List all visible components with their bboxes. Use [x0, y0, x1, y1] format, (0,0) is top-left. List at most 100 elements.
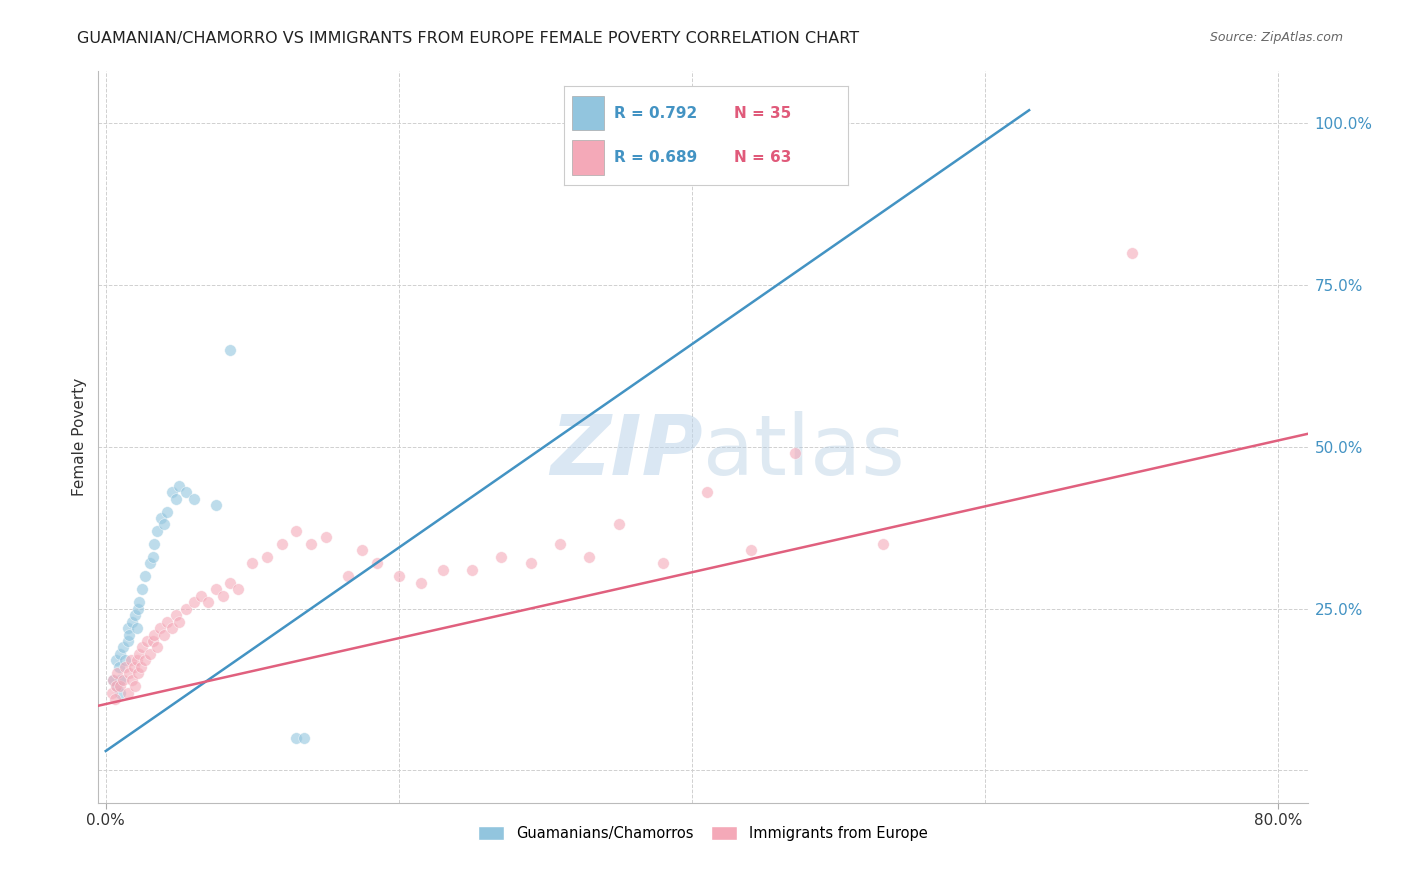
Point: [219, 575, 242, 590]
Point: [607, 517, 630, 532]
Point: [212, 589, 235, 603]
Point: [129, 660, 152, 674]
Point: [315, 530, 337, 544]
Point: [138, 557, 160, 571]
Point: [135, 634, 157, 648]
Point: [270, 537, 292, 551]
Point: [107, 666, 129, 681]
Point: [128, 595, 150, 609]
Point: [299, 537, 322, 551]
Point: [124, 679, 146, 693]
Point: [240, 557, 263, 571]
Point: [156, 615, 179, 629]
Point: [160, 621, 183, 635]
Point: [121, 673, 143, 687]
Point: [336, 569, 359, 583]
Point: [219, 343, 242, 357]
Point: [134, 569, 156, 583]
Point: [125, 621, 148, 635]
Point: [105, 653, 128, 667]
Point: [352, 543, 374, 558]
Point: [366, 557, 388, 571]
Point: [153, 627, 176, 641]
Text: atlas: atlas: [703, 411, 904, 492]
Point: [165, 491, 187, 506]
Point: [204, 498, 226, 512]
Point: [153, 517, 176, 532]
Point: [107, 679, 129, 693]
Point: [100, 686, 122, 700]
Point: [146, 640, 169, 655]
Point: [226, 582, 249, 597]
Point: [117, 686, 139, 700]
Point: [118, 666, 141, 681]
Point: [112, 673, 135, 687]
Point: [167, 478, 190, 492]
Point: [112, 640, 135, 655]
Point: [256, 549, 278, 564]
Point: [520, 557, 543, 571]
Point: [150, 511, 173, 525]
Legend: Guamanians/Chamorros, Immigrants from Europe: Guamanians/Chamorros, Immigrants from Eu…: [472, 820, 934, 847]
Point: [114, 653, 136, 667]
Point: [127, 601, 149, 615]
Point: [101, 673, 124, 687]
Point: [409, 575, 432, 590]
Point: [127, 666, 149, 681]
Point: [548, 537, 571, 551]
Point: [160, 485, 183, 500]
Y-axis label: Female Poverty: Female Poverty: [72, 378, 87, 496]
Point: [740, 543, 762, 558]
Point: [696, 485, 718, 500]
Point: [118, 627, 141, 641]
Point: [117, 621, 139, 635]
Point: [432, 563, 454, 577]
Point: [131, 640, 153, 655]
Point: [117, 634, 139, 648]
Point: [142, 549, 165, 564]
Point: [285, 731, 308, 745]
Point: [128, 647, 150, 661]
Text: ZIP: ZIP: [550, 411, 703, 492]
Point: [491, 549, 513, 564]
Point: [197, 595, 219, 609]
Point: [651, 557, 673, 571]
Point: [103, 692, 125, 706]
Point: [110, 647, 132, 661]
Point: [872, 537, 894, 551]
Point: [120, 653, 142, 667]
Point: [578, 549, 600, 564]
Point: [176, 601, 198, 615]
Point: [146, 524, 169, 538]
Point: [105, 679, 128, 693]
Point: [125, 653, 148, 667]
Point: [138, 647, 160, 661]
Point: [285, 524, 308, 538]
Point: [110, 679, 132, 693]
Point: [167, 615, 190, 629]
Point: [149, 621, 172, 635]
Point: [292, 731, 315, 745]
Point: [142, 634, 165, 648]
Text: Source: ZipAtlas.com: Source: ZipAtlas.com: [1209, 31, 1343, 45]
Point: [122, 660, 145, 674]
Point: [190, 589, 212, 603]
Point: [388, 569, 411, 583]
Point: [143, 627, 166, 641]
Point: [121, 615, 143, 629]
Point: [101, 673, 124, 687]
Point: [176, 485, 198, 500]
Point: [131, 582, 153, 597]
Point: [108, 660, 131, 674]
Text: GUAMANIAN/CHAMORRO VS IMMIGRANTS FROM EUROPE FEMALE POVERTY CORRELATION CHART: GUAMANIAN/CHAMORRO VS IMMIGRANTS FROM EU…: [77, 31, 859, 46]
Point: [134, 653, 156, 667]
Point: [114, 660, 136, 674]
Point: [143, 537, 166, 551]
Point: [183, 491, 205, 506]
Point: [110, 673, 132, 687]
Point: [183, 595, 205, 609]
Point: [110, 686, 132, 700]
Point: [156, 504, 179, 518]
Point: [783, 446, 806, 460]
Point: [165, 608, 187, 623]
